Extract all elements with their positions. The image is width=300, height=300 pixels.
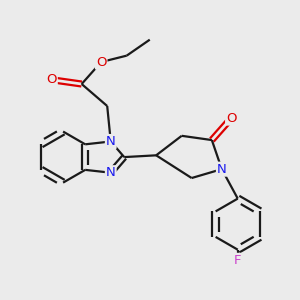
Text: N: N [106, 135, 116, 148]
Text: O: O [46, 73, 57, 86]
Text: N: N [106, 166, 116, 179]
Text: O: O [226, 112, 237, 124]
Text: F: F [234, 254, 242, 267]
Text: O: O [96, 56, 106, 68]
Text: N: N [217, 163, 227, 176]
